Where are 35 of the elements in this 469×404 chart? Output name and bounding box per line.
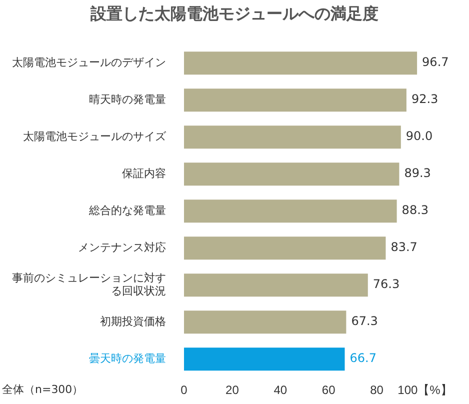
data-label: 92.3 xyxy=(411,92,438,106)
bar xyxy=(184,88,406,112)
y-tick-label: メンテナンス対応 xyxy=(78,241,166,254)
y-tick-label: 総合的な発電量 xyxy=(88,204,166,218)
y-tick-label: 保証内容 xyxy=(122,167,166,180)
data-label: 90.0 xyxy=(406,129,433,144)
bar xyxy=(184,310,346,334)
y-tick-label: 太陽電池モジュールのサイズ xyxy=(23,130,167,144)
y-tick-label: 曇天時の発電量 xyxy=(89,352,166,366)
bar xyxy=(184,200,397,223)
data-label: 83.7 xyxy=(390,240,418,254)
bar xyxy=(184,126,401,149)
y-tick-label: 初期投資価格 xyxy=(100,315,166,328)
data-label: 66.7 xyxy=(350,351,376,366)
bar xyxy=(184,274,368,297)
data-label: 89.3 xyxy=(404,166,431,180)
x-tick-label: 80 xyxy=(370,383,384,398)
data-label: 96.7 xyxy=(422,55,449,70)
data-label: 67.3 xyxy=(351,314,378,328)
x-tick-label: 60 xyxy=(322,383,336,398)
chart-title: 設置した太陽電池モジュールへの満足度 xyxy=(89,4,380,25)
x-tick-label: 100【%】 xyxy=(398,383,452,398)
bar xyxy=(184,162,400,186)
x-tick-label: 0 xyxy=(180,383,188,398)
data-label: 88.3 xyxy=(402,203,429,218)
y-tick-label: 事前のシミュレーションに対する回収状況 xyxy=(12,272,166,298)
x-tick-label: 20 xyxy=(226,383,240,398)
data-label: 76.3 xyxy=(372,277,400,292)
x-tick-label: 40 xyxy=(274,383,288,398)
y-tick-label: 晴天時の発電量 xyxy=(89,93,166,106)
y-tick-label: 太陽電池モジュールのデザイン xyxy=(12,56,166,70)
bar xyxy=(184,52,418,75)
bar xyxy=(184,236,386,260)
bar xyxy=(184,348,345,371)
text: 全体（n=300） xyxy=(2,382,84,397)
